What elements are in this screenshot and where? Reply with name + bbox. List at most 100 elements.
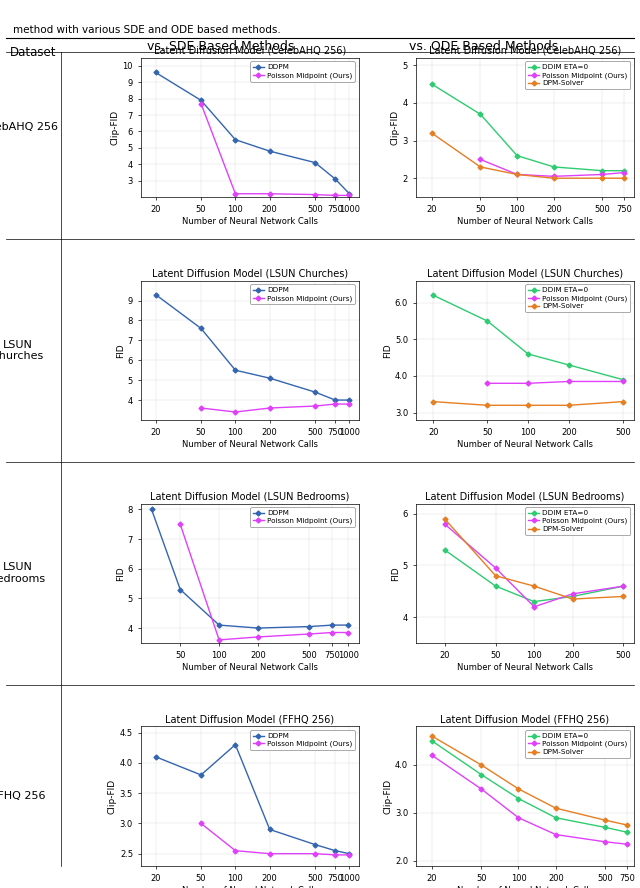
Legend: DDPM, Poisson Midpoint (Ours): DDPM, Poisson Midpoint (Ours) xyxy=(250,507,355,527)
DDPM xyxy=(346,188,353,199)
Legend: DDPM, Poisson Midpoint (Ours): DDPM, Poisson Midpoint (Ours) xyxy=(250,284,355,305)
DPM-Solver xyxy=(619,396,627,407)
DDIM ETA=0 xyxy=(598,165,606,176)
DDPM xyxy=(254,622,262,633)
Legend: DDIM ETA=0, Poisson Midpoint (Ours), DPM-Solver: DDIM ETA=0, Poisson Midpoint (Ours), DPM… xyxy=(525,730,630,758)
Poisson Midpoint (Ours) xyxy=(524,378,532,389)
Y-axis label: FID: FID xyxy=(391,566,400,581)
Poisson Midpoint (Ours) xyxy=(254,631,262,642)
Text: Dataset: Dataset xyxy=(10,46,56,59)
DDPM xyxy=(152,289,159,300)
DDPM xyxy=(266,824,273,835)
DDIM ETA=0 xyxy=(569,591,577,602)
Poisson Midpoint (Ours) xyxy=(441,519,449,529)
Text: LSUN
Bedrooms: LSUN Bedrooms xyxy=(0,562,46,584)
DDPM xyxy=(332,174,339,185)
DDPM xyxy=(311,157,319,168)
Line: DDPM: DDPM xyxy=(150,508,350,630)
X-axis label: Number of Neural Network Calls: Number of Neural Network Calls xyxy=(457,440,593,449)
X-axis label: Number of Neural Network Calls: Number of Neural Network Calls xyxy=(457,218,593,226)
DDIM ETA=0 xyxy=(550,162,557,172)
Poisson Midpoint (Ours) xyxy=(344,627,352,638)
Poisson Midpoint (Ours) xyxy=(311,848,319,859)
DDPM xyxy=(311,387,319,398)
DPM-Solver xyxy=(492,570,499,581)
Line: Poisson Midpoint (Ours): Poisson Midpoint (Ours) xyxy=(430,754,628,846)
Poisson Midpoint (Ours) xyxy=(328,627,336,638)
DDPM xyxy=(232,740,239,750)
DDIM ETA=0 xyxy=(477,769,485,780)
Poisson Midpoint (Ours) xyxy=(623,839,630,850)
Title: Latent Diffusion Model (CelebAHQ 256): Latent Diffusion Model (CelebAHQ 256) xyxy=(154,45,346,56)
X-axis label: Number of Neural Network Calls: Number of Neural Network Calls xyxy=(182,663,318,672)
Line: Poisson Midpoint (Ours): Poisson Midpoint (Ours) xyxy=(443,522,625,608)
Poisson Midpoint (Ours) xyxy=(619,377,627,387)
DPM-Solver xyxy=(513,169,521,179)
X-axis label: Number of Neural Network Calls: Number of Neural Network Calls xyxy=(457,886,593,888)
Line: Poisson Midpoint (Ours): Poisson Midpoint (Ours) xyxy=(486,380,625,385)
DDIM ETA=0 xyxy=(429,290,437,301)
X-axis label: Number of Neural Network Calls: Number of Neural Network Calls xyxy=(182,218,318,226)
Title: Latent Diffusion Model (LSUN Churches): Latent Diffusion Model (LSUN Churches) xyxy=(427,268,623,279)
DDIM ETA=0 xyxy=(623,827,630,837)
Line: DDIM ETA=0: DDIM ETA=0 xyxy=(430,83,626,172)
DPM-Solver xyxy=(515,783,522,794)
Y-axis label: Clip-FID: Clip-FID xyxy=(111,110,120,145)
DDPM xyxy=(197,95,205,106)
DPM-Solver xyxy=(531,581,538,591)
Poisson Midpoint (Ours) xyxy=(232,407,239,417)
DDPM xyxy=(152,67,159,78)
DPM-Solver xyxy=(550,173,557,184)
Text: FFHQ 256: FFHQ 256 xyxy=(0,791,45,801)
Text: vs. SDE Based Methods: vs. SDE Based Methods xyxy=(147,40,294,53)
Line: DPM-Solver: DPM-Solver xyxy=(443,518,625,601)
Legend: DDIM ETA=0, Poisson Midpoint (Ours), DPM-Solver: DDIM ETA=0, Poisson Midpoint (Ours), DPM… xyxy=(525,507,630,535)
Poisson Midpoint (Ours) xyxy=(197,402,205,413)
Title: Latent Diffusion Model (LSUN Bedrooms): Latent Diffusion Model (LSUN Bedrooms) xyxy=(150,491,349,502)
Title: Latent Diffusion Model (CelebAHQ 256): Latent Diffusion Model (CelebAHQ 256) xyxy=(429,45,621,56)
DDIM ETA=0 xyxy=(476,109,484,120)
Line: Poisson Midpoint (Ours): Poisson Midpoint (Ours) xyxy=(199,402,351,414)
X-axis label: Number of Neural Network Calls: Number of Neural Network Calls xyxy=(182,440,318,449)
DDPM xyxy=(346,395,353,406)
DDIM ETA=0 xyxy=(620,165,628,176)
DDPM xyxy=(332,395,339,406)
DPM-Solver xyxy=(620,591,627,602)
Legend: DDIM ETA=0, Poisson Midpoint (Ours), DPM-Solver: DDIM ETA=0, Poisson Midpoint (Ours), DPM… xyxy=(525,61,630,90)
DPM-Solver xyxy=(441,514,449,525)
DDPM xyxy=(344,620,352,630)
Line: DDPM: DDPM xyxy=(154,293,351,401)
Y-axis label: Clip-FID: Clip-FID xyxy=(108,779,117,813)
Poisson Midpoint (Ours) xyxy=(531,601,538,612)
Text: LSUN
Churches: LSUN Churches xyxy=(0,339,44,361)
Poisson Midpoint (Ours) xyxy=(311,189,319,200)
Poisson Midpoint (Ours) xyxy=(569,589,577,599)
Y-axis label: FID: FID xyxy=(116,343,125,358)
Title: Latent Diffusion Model (FFHQ 256): Latent Diffusion Model (FFHQ 256) xyxy=(165,714,335,725)
DDPM xyxy=(346,848,353,859)
DPM-Solver xyxy=(623,820,630,830)
DPM-Solver xyxy=(601,815,609,826)
Poisson Midpoint (Ours) xyxy=(215,635,223,646)
Poisson Midpoint (Ours) xyxy=(601,836,609,847)
Poisson Midpoint (Ours) xyxy=(177,519,184,529)
Poisson Midpoint (Ours) xyxy=(428,750,436,761)
Title: Latent Diffusion Model (FFHQ 256): Latent Diffusion Model (FFHQ 256) xyxy=(440,714,609,725)
Y-axis label: Clip-FID: Clip-FID xyxy=(383,779,392,813)
Line: Poisson Midpoint (Ours): Poisson Midpoint (Ours) xyxy=(199,102,351,197)
Poisson Midpoint (Ours) xyxy=(266,188,273,199)
Line: Poisson Midpoint (Ours): Poisson Midpoint (Ours) xyxy=(199,821,351,857)
DDPM xyxy=(232,365,239,376)
Poisson Midpoint (Ours) xyxy=(620,581,627,591)
DDPM xyxy=(332,845,339,856)
DDIM ETA=0 xyxy=(620,581,627,591)
Poisson Midpoint (Ours) xyxy=(477,783,485,794)
Line: Poisson Midpoint (Ours): Poisson Midpoint (Ours) xyxy=(479,158,626,178)
Poisson Midpoint (Ours) xyxy=(515,813,522,823)
Line: DDPM: DDPM xyxy=(154,743,351,855)
DDIM ETA=0 xyxy=(524,349,532,360)
DPM-Solver xyxy=(598,173,606,184)
Poisson Midpoint (Ours) xyxy=(346,190,353,201)
Poisson Midpoint (Ours) xyxy=(266,402,273,413)
DDIM ETA=0 xyxy=(565,360,573,370)
